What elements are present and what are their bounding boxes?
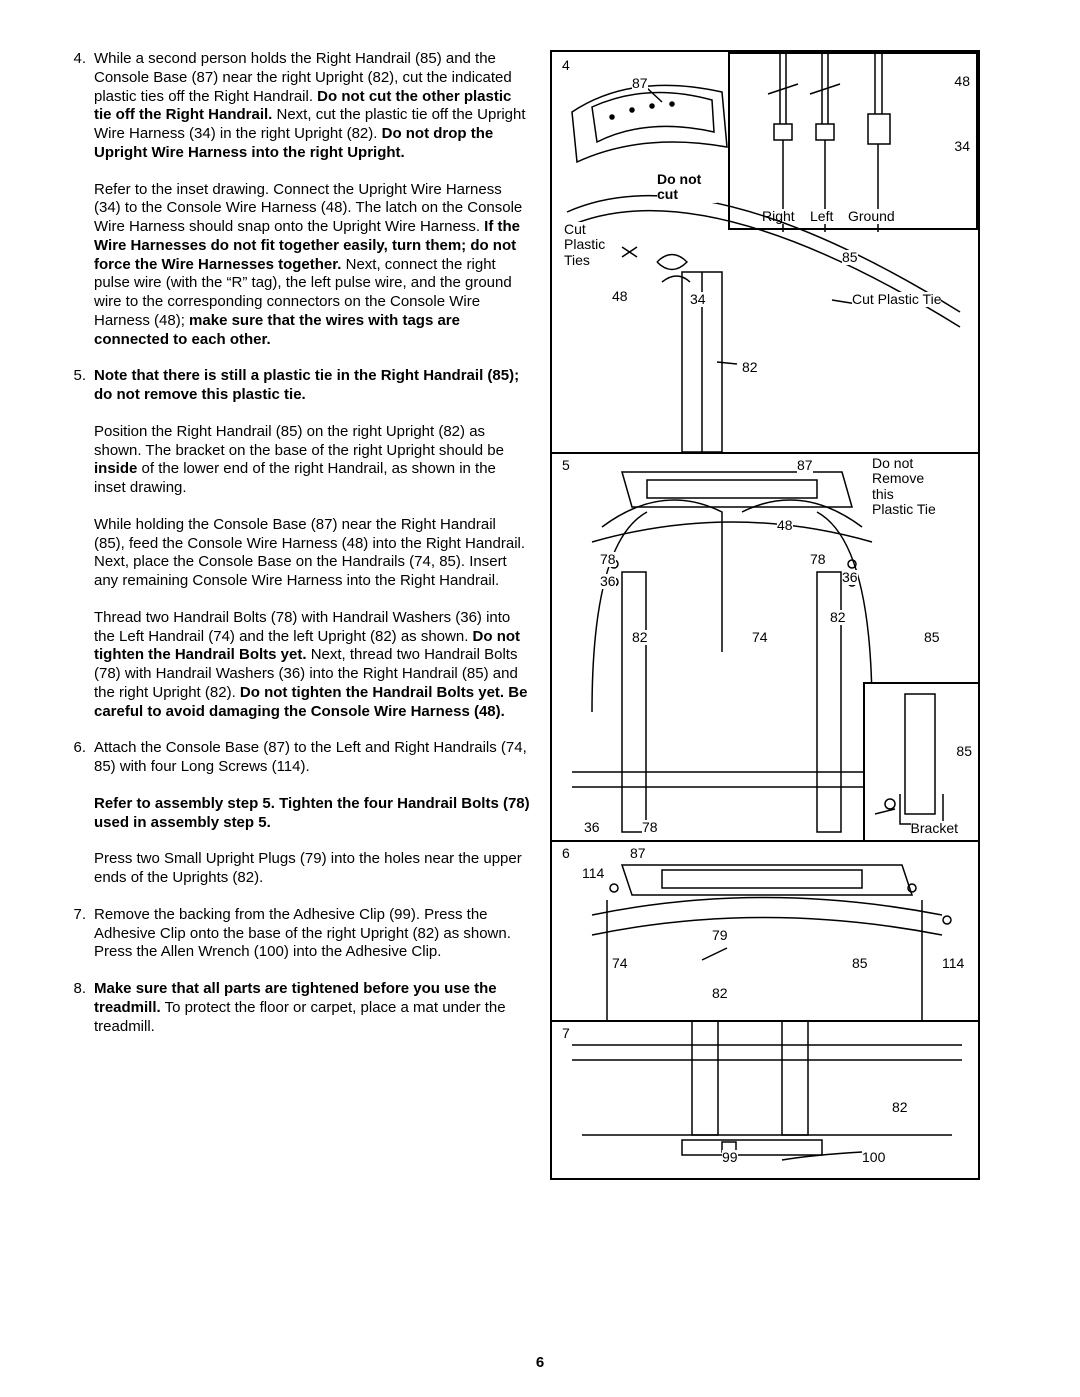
label-100: 100 bbox=[862, 1150, 885, 1165]
label-85b: 85 bbox=[956, 744, 972, 759]
step-number: 7. bbox=[70, 906, 94, 962]
label-74: 74 bbox=[752, 630, 768, 645]
label-cuttie: Cut Plastic Tie bbox=[852, 292, 941, 307]
two-column-layout: 4.While a second person holds the Right … bbox=[70, 50, 1020, 1180]
label-114a: 114 bbox=[582, 866, 604, 881]
panel7-svg bbox=[552, 1020, 980, 1180]
step-number: 5. bbox=[70, 367, 94, 721]
step-number: 8. bbox=[70, 980, 94, 1036]
bracket-svg bbox=[865, 684, 980, 842]
label-79: 79 bbox=[712, 928, 728, 943]
diagram-column: 4 bbox=[550, 50, 980, 1180]
label-99: 99 bbox=[722, 1150, 738, 1165]
label-82: 82 bbox=[712, 986, 728, 1001]
step-body: While a second person holds the Right Ha… bbox=[94, 50, 530, 349]
label-114b: 114 bbox=[942, 956, 964, 971]
label-36c: 36 bbox=[584, 820, 600, 835]
label-82: 82 bbox=[892, 1100, 908, 1115]
label-87: 87 bbox=[632, 76, 648, 91]
step-paragraph: Thread two Handrail Bolts (78) with Hand… bbox=[94, 609, 530, 722]
label-85: 85 bbox=[842, 250, 858, 265]
step-paragraph: Make sure that all parts are tightened b… bbox=[94, 980, 530, 1036]
label-cutties: Cut Plastic Ties bbox=[564, 222, 614, 268]
instructions-column: 4.While a second person holds the Right … bbox=[70, 50, 530, 1180]
step-paragraph: Attach the Console Base (87) to the Left… bbox=[94, 739, 530, 777]
step-body: Note that there is still a plastic tie i… bbox=[94, 367, 530, 721]
label-bracket: Bracket bbox=[911, 821, 958, 836]
steps-list: 4.While a second person holds the Right … bbox=[70, 50, 530, 1036]
diagram-panel-7: 7 82 99 100 bbox=[552, 1020, 978, 1180]
label-78b: 78 bbox=[810, 552, 826, 567]
step-number: 4. bbox=[70, 50, 94, 349]
step-paragraph: While holding the Console Base (87) near… bbox=[94, 516, 530, 591]
step-paragraph: Note that there is still a plastic tie i… bbox=[94, 367, 530, 405]
panel4-svg bbox=[552, 52, 980, 452]
label-donotcut: Do not cut bbox=[657, 172, 717, 203]
label-85: 85 bbox=[852, 956, 868, 971]
label-78a: 78 bbox=[600, 552, 616, 567]
step-paragraph: Press two Small Upright Plugs (79) into … bbox=[94, 850, 530, 888]
step-item: 7.Remove the backing from the Adhesive C… bbox=[70, 906, 530, 962]
label-82a: 82 bbox=[632, 630, 648, 645]
step-item: 4.While a second person holds the Right … bbox=[70, 50, 530, 349]
assembly-manual-page: 4.While a second person holds the Right … bbox=[0, 0, 1080, 1397]
step-body: Make sure that all parts are tightened b… bbox=[94, 980, 530, 1036]
label-36a: 36 bbox=[600, 574, 616, 589]
label-87: 87 bbox=[797, 458, 813, 473]
step-item: 8.Make sure that all parts are tightened… bbox=[70, 980, 530, 1036]
page-number: 6 bbox=[0, 1354, 1080, 1373]
label-74: 74 bbox=[612, 956, 628, 971]
label-85a: 85 bbox=[924, 630, 940, 645]
label-donotremove: Do not Remove this Plastic Tie bbox=[872, 456, 936, 518]
step-paragraph: Remove the backing from the Adhesive Cli… bbox=[94, 906, 530, 962]
diagram-panel-5: 5 bbox=[552, 452, 978, 840]
label-82: 82 bbox=[742, 360, 758, 375]
label-48: 48 bbox=[777, 518, 793, 533]
diagram-panel-4: 4 bbox=[552, 52, 978, 452]
label-36b: 36 bbox=[842, 570, 858, 585]
label-82b: 82 bbox=[830, 610, 846, 625]
step-body: Attach the Console Base (87) to the Left… bbox=[94, 739, 530, 888]
label-48b: 48 bbox=[612, 289, 628, 304]
panel6-svg bbox=[552, 840, 980, 1020]
step-item: 6.Attach the Console Base (87) to the Le… bbox=[70, 739, 530, 888]
step-paragraph: Position the Right Handrail (85) on the … bbox=[94, 423, 530, 498]
bracket-inset: 85 Bracket bbox=[863, 682, 978, 840]
step-paragraph: Refer to assembly step 5. Tighten the fo… bbox=[94, 795, 530, 833]
diagram-panel-6: 6 87 114 bbox=[552, 840, 978, 1020]
step-paragraph: Refer to the inset drawing. Connect the … bbox=[94, 181, 530, 350]
step-number: 6. bbox=[70, 739, 94, 888]
step-body: Remove the backing from the Adhesive Cli… bbox=[94, 906, 530, 962]
label-78c: 78 bbox=[642, 820, 658, 835]
step-paragraph: While a second person holds the Right Ha… bbox=[94, 50, 530, 163]
label-87: 87 bbox=[630, 846, 646, 861]
step-item: 5.Note that there is still a plastic tie… bbox=[70, 367, 530, 721]
label-34b: 34 bbox=[690, 292, 706, 307]
